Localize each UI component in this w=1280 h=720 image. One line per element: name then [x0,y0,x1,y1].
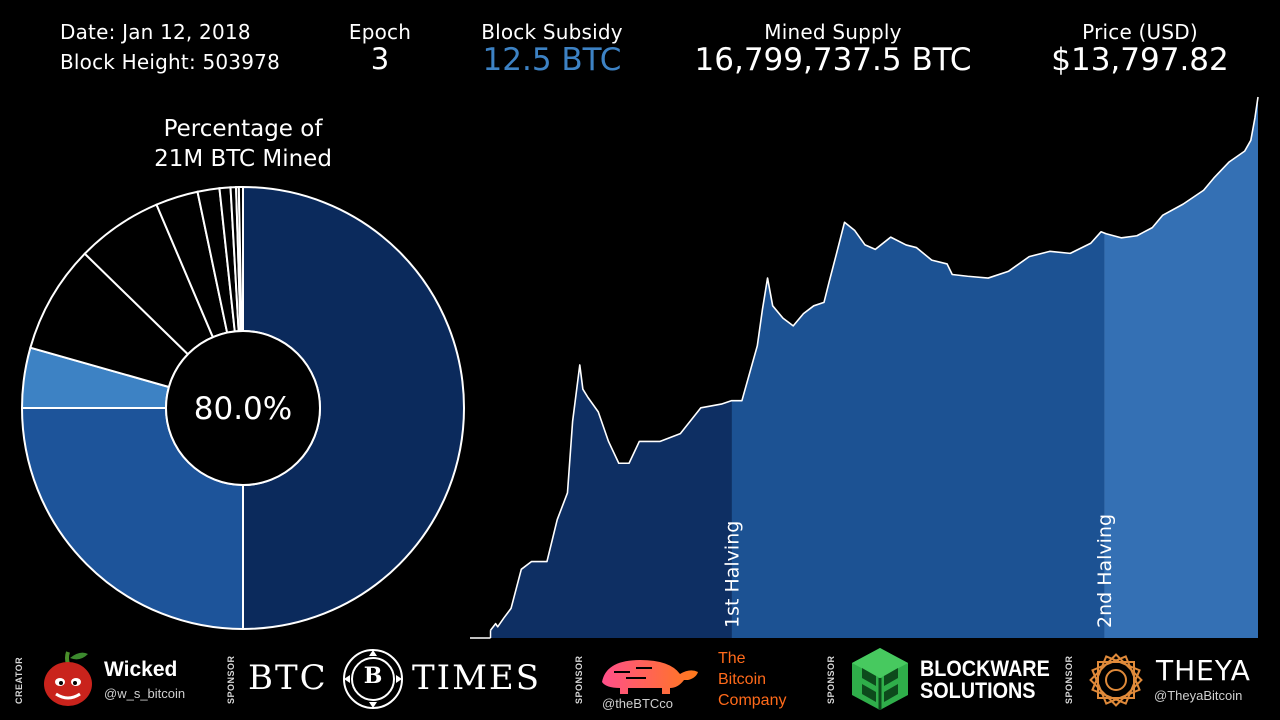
sponsor-role-label-1: SPONSOR [226,655,236,704]
halving-era-region-2 [1104,97,1258,638]
creator-handle: @w_s_bitcoin [104,686,186,701]
halving-era-region-0 [490,97,732,638]
bitcoin-company-name: The Bitcoin Company [718,648,786,711]
blockware-name: BLOCKWARE SOLUTIONS [920,658,1050,702]
pie-title-line2: 21M BTC Mined [154,146,332,172]
theya-handle: @TheyaBitcoin [1154,688,1243,703]
bitcoin-company-name-line2: Bitcoin [718,671,767,688]
price-line [489,96,1259,631]
apple-avatar-icon[interactable] [40,648,96,708]
price-area-chart: 1st Halving 2nd Halving [470,96,1259,639]
theya-mandala-icon [1089,653,1143,707]
sponsor-footer: CREATOR Wicked @w_s_bitcoin SPONSOR BTC … [0,640,1280,720]
blockware-cube-icon [852,648,908,710]
blockware-name-line2: SOLUTIONS [920,678,1036,703]
creator-role-label: CREATOR [14,656,24,704]
bitcoin-company-name-line3: Company [718,692,787,709]
pie-title: Percentage of 21M BTC Mined [110,114,376,174]
price-label: Price (USD) [1082,20,1198,44]
mined-supply-value: 16,799,737.5 BTC [694,42,972,78]
bitcoin-company-turtle-icon [602,660,698,694]
price-value: $13,797.82 [1051,42,1229,78]
block-height-label: Block Height: 503978 [60,50,281,74]
pie-center-label: 80.0% [194,391,292,427]
epoch-value: 3 [370,42,390,76]
theya-name: THEYA [1156,654,1251,687]
btctimes-emblem-icon [343,649,403,709]
creator-name: Wicked [104,658,178,681]
halving-era-region-1 [731,97,1105,638]
bitcoin-company-name-line1: The [718,650,746,667]
block-subsidy-label: Block Subsidy [481,20,623,44]
block-subsidy-value: 12.5 BTC [482,42,622,78]
sponsor-role-label-4: SPONSOR [1064,655,1074,704]
btctimes-emblem-letter: B [363,663,383,689]
btctimes-logo-right: TIMES [412,658,542,698]
date-label: Date: Jan 12, 2018 [60,20,251,44]
sponsor-role-label-2: SPONSOR [574,655,584,704]
btctimes-logo-left: BTC [248,658,328,698]
pie-chart: 80.0% [20,185,465,631]
halving-annotation-1: 1st Halving [722,521,744,628]
pie-center-hole [165,330,321,486]
pie-title-line1: Percentage of [163,116,323,142]
mined-supply-label: Mined Supply [764,20,902,44]
epoch-label: Epoch [348,20,412,44]
sponsor-role-label-3: SPONSOR [826,655,836,704]
halving-annotation-2: 2nd Halving [1094,514,1116,628]
blockware-name-line1: BLOCKWARE [920,656,1050,681]
bitcoin-company-handle: @theBTCco [602,696,673,711]
